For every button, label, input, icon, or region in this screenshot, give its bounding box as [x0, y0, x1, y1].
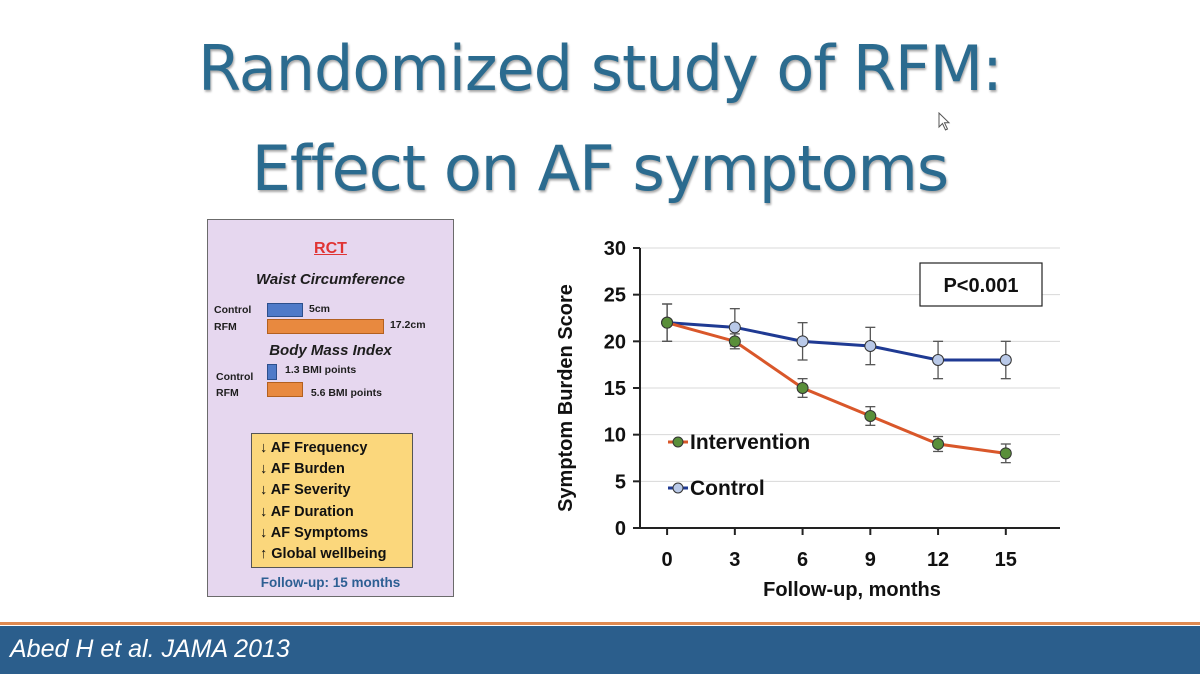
- outcome-item: ↑ Global wellbeing: [260, 546, 387, 563]
- waist-rfm-bar: [267, 319, 384, 334]
- bmi-rfm-bar: [267, 382, 303, 397]
- x-tick-label: 9: [865, 549, 876, 571]
- bmi-control-bar: [267, 364, 277, 380]
- y-tick-label: 30: [604, 238, 626, 260]
- waist-control-bar: [267, 303, 303, 317]
- p-value-box: [919, 262, 1043, 307]
- footer-divider: [0, 622, 1200, 625]
- data-point-intervention: [796, 382, 809, 394]
- rct-heading: RCT: [314, 240, 347, 257]
- legend-marker: [672, 482, 684, 494]
- slide-title-line-1: Randomized study of RFM:: [198, 32, 1003, 105]
- waist-rfm-label: RFM: [214, 321, 237, 333]
- x-axis-title: Follow-up, months: [763, 579, 941, 601]
- waist-control-value: 5cm: [309, 303, 331, 315]
- y-axis-title: Symptom Burden Score: [555, 284, 577, 512]
- x-tick-label: 0: [662, 549, 673, 571]
- data-point-intervention: [661, 316, 674, 329]
- y-tick-label: 5: [615, 471, 626, 493]
- citation: Abed H et al. JAMA 2013: [10, 635, 290, 663]
- x-tick-label: 3: [729, 549, 740, 571]
- bmi-control-label: Control: [216, 371, 254, 383]
- data-point-control: [999, 354, 1012, 366]
- legend-label: Intervention: [690, 431, 810, 454]
- waist-rfm-value: 17.2cm: [389, 319, 426, 331]
- waist-circumference-title: Waist Circumference: [256, 271, 405, 288]
- x-tick-label: 12: [927, 549, 949, 571]
- data-point-control: [728, 321, 741, 334]
- outcome-item: ↓ AF Duration: [260, 503, 354, 520]
- y-tick-label: 15: [604, 378, 626, 400]
- data-point-intervention: [932, 438, 945, 450]
- y-tick-label: 10: [604, 425, 626, 447]
- symptom-burden-chart: 0 5 10 15 20 25 30 0 3 6 9 12 15 Follow-up, months Sym…: [555, 238, 1060, 601]
- data-point-control: [864, 340, 877, 352]
- outcome-item: ↓ AF Burden: [260, 461, 345, 478]
- footer-bar: Abed H et al. JAMA 2013: [0, 626, 1200, 674]
- legend-marker: [672, 436, 684, 448]
- mouse-pointer-icon: [938, 112, 951, 131]
- data-point-intervention: [728, 335, 741, 348]
- rct-summary-panel: RCT Waist Circumference Control RFM 5cm …: [207, 219, 454, 597]
- data-point-intervention: [999, 447, 1012, 460]
- outcome-item: ↓ AF Symptoms: [260, 524, 369, 541]
- bmi-rfm-label: RFM: [216, 387, 239, 399]
- p-value-annotation: P<0.001: [943, 275, 1018, 297]
- followup-note: Follow-up: 15 months: [260, 575, 401, 590]
- series-line-intervention: [666, 321, 1007, 455]
- slide-title-line-2: Effect on AF symptoms: [251, 132, 949, 205]
- data-point-control: [796, 335, 809, 348]
- x-tick-label: 6: [797, 549, 808, 571]
- outcomes-box: ↓ AF Frequency ↓ AF Burden ↓ AF Severity…: [251, 433, 413, 568]
- waist-control-label: Control: [214, 304, 252, 316]
- bmi-rfm-value: 5.6 BMI points: [310, 387, 383, 399]
- y-tick-label: 20: [604, 331, 626, 353]
- data-point-intervention: [864, 410, 877, 422]
- legend-label: Control: [690, 477, 765, 500]
- outcome-item: ↓ AF Severity: [260, 482, 351, 499]
- series-line-control: [666, 321, 1006, 362]
- outcome-item: ↓ AF Frequency: [260, 440, 368, 456]
- y-tick-label: 25: [604, 285, 626, 307]
- data-point-control: [932, 354, 945, 366]
- bmi-control-value: 1.3 BMI points: [285, 364, 357, 376]
- y-tick-label: 0: [615, 518, 626, 540]
- x-tick-label: 15: [995, 549, 1017, 571]
- bmi-title: Body Mass Index: [269, 342, 392, 359]
